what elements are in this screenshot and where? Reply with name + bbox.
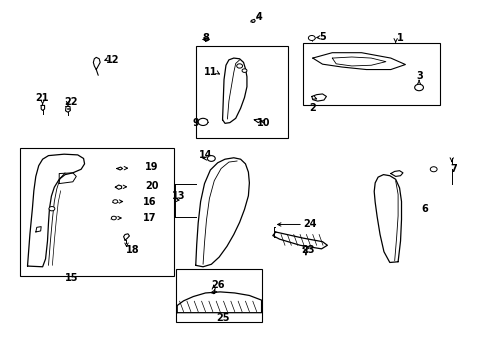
Text: 10: 10 <box>257 118 270 128</box>
Bar <box>195 45 288 138</box>
Text: 17: 17 <box>142 213 156 223</box>
Text: 26: 26 <box>210 280 224 290</box>
Circle shape <box>242 69 246 72</box>
Text: 9: 9 <box>192 118 199 128</box>
Circle shape <box>429 167 436 172</box>
Text: 20: 20 <box>145 181 158 192</box>
Text: 18: 18 <box>125 245 139 255</box>
Text: 25: 25 <box>215 313 229 323</box>
Circle shape <box>49 207 55 211</box>
Text: 23: 23 <box>301 245 314 255</box>
Text: 15: 15 <box>64 273 78 283</box>
Circle shape <box>414 84 423 91</box>
Circle shape <box>308 36 315 41</box>
Text: 8: 8 <box>202 33 208 43</box>
Text: 11: 11 <box>203 67 217 77</box>
Circle shape <box>236 64 242 68</box>
Bar <box>303 43 439 105</box>
Text: 2: 2 <box>309 103 316 113</box>
Text: 13: 13 <box>172 191 185 201</box>
Circle shape <box>113 200 118 203</box>
Text: 22: 22 <box>64 97 78 107</box>
Text: 5: 5 <box>319 32 325 41</box>
Text: 21: 21 <box>35 93 49 103</box>
Circle shape <box>111 216 116 220</box>
Text: 14: 14 <box>198 150 212 160</box>
Text: 24: 24 <box>303 219 316 229</box>
Text: 6: 6 <box>421 204 427 214</box>
Text: 19: 19 <box>145 162 158 172</box>
Bar <box>20 148 173 276</box>
Bar <box>176 269 261 321</box>
Text: 3: 3 <box>416 71 423 81</box>
Circle shape <box>198 118 207 126</box>
Text: 16: 16 <box>142 197 156 207</box>
Text: 7: 7 <box>450 164 457 174</box>
Text: 1: 1 <box>396 33 403 43</box>
Text: 12: 12 <box>106 55 120 65</box>
Text: 4: 4 <box>255 12 262 22</box>
Circle shape <box>207 156 215 161</box>
